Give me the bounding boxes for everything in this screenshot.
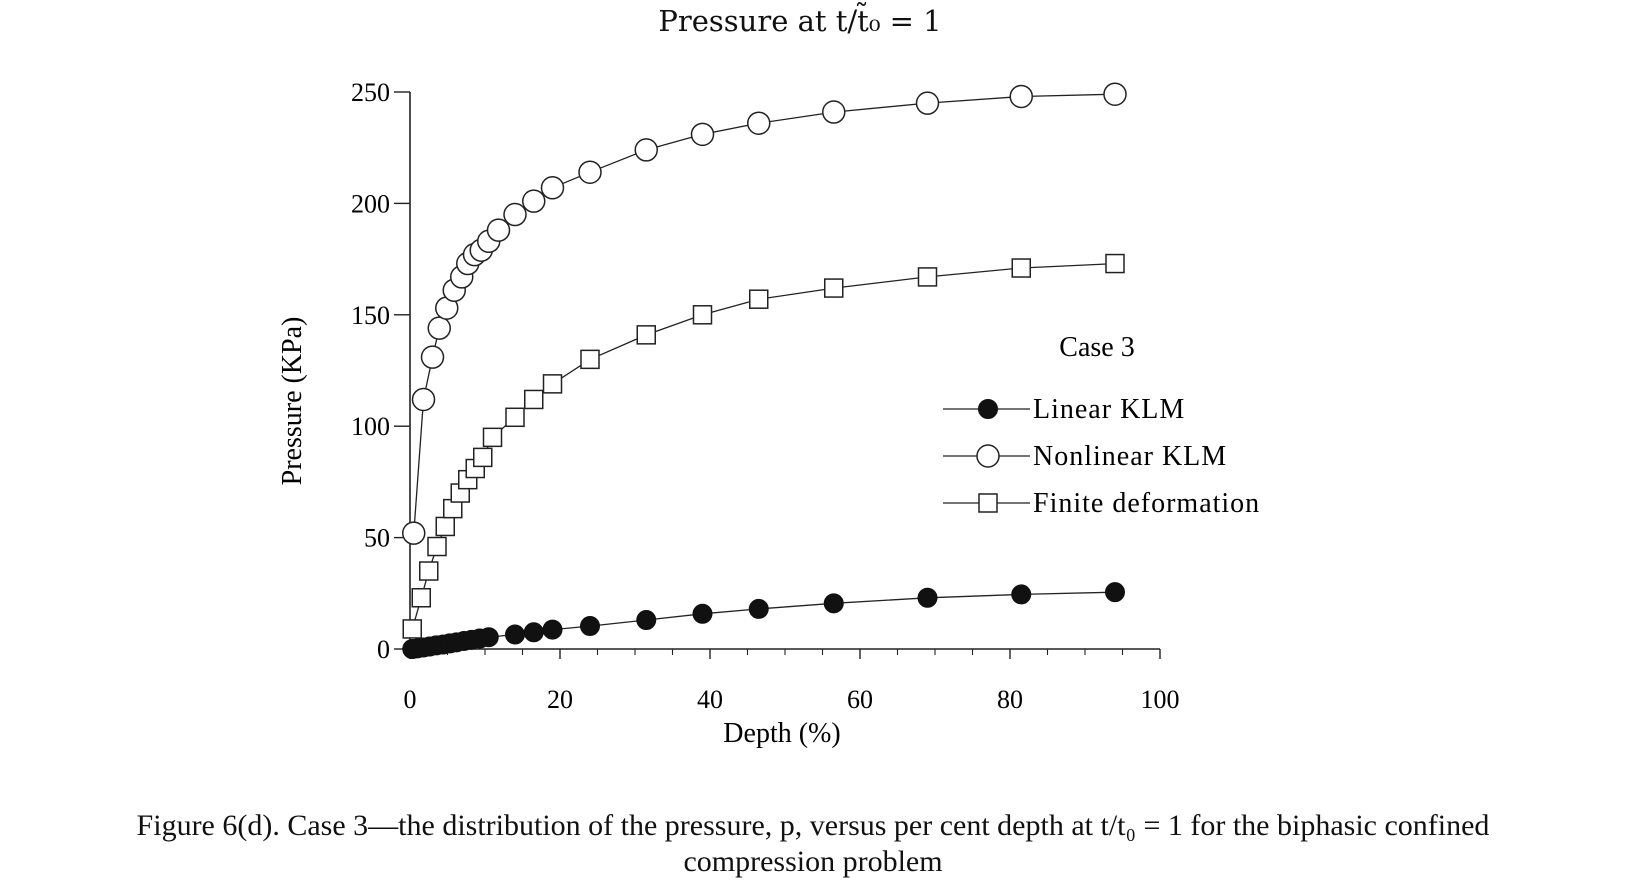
series-linear-klm — [402, 582, 1125, 659]
data-point — [917, 267, 938, 287]
y-axis-label: Pressure (KPa) — [277, 317, 308, 486]
y-tick-label: 200 — [351, 189, 390, 218]
x-axis-label: Depth (%) — [723, 718, 840, 749]
data-point — [522, 189, 546, 213]
x-tick-label: 60 — [847, 685, 873, 714]
data-point — [1105, 253, 1125, 274]
x-tick-label: 20 — [547, 685, 573, 714]
series-line — [413, 93, 1116, 534]
legend-label: Finite deformation — [1033, 488, 1260, 519]
data-point — [482, 427, 503, 448]
data-point — [636, 325, 656, 345]
data-point — [540, 176, 565, 200]
caption-line-1: Figure 6(d). Case 3—the distribution of … — [136, 809, 1490, 842]
y-tick-label: 0 — [377, 635, 390, 664]
x-tick-label: 40 — [697, 685, 723, 714]
data-point — [523, 622, 544, 643]
axes: 0 20 40 60 80 100 0 50 100 150 200 250 — [351, 78, 1180, 714]
figure-caption: Figure 6(d). Case 3—the distribution of … — [0, 808, 1626, 880]
data-point — [402, 619, 422, 639]
data-point — [1011, 258, 1031, 278]
data-point — [748, 598, 769, 619]
y-tick-label: 50 — [364, 524, 390, 553]
data-point — [580, 349, 600, 370]
x-tick-label: 100 — [1141, 685, 1180, 714]
legend-item: Finite deformation — [943, 488, 1260, 519]
data-point — [578, 160, 602, 184]
data-point — [473, 447, 493, 468]
chart-title: Pressure at t/t̃₀ = 1 — [658, 4, 942, 38]
data-point — [690, 122, 715, 147]
y-tick-label: 150 — [351, 301, 390, 330]
data-point — [411, 588, 431, 608]
chart-marks — [402, 82, 1127, 659]
data-point — [1009, 84, 1033, 109]
data-point — [1105, 582, 1125, 603]
data-point — [505, 624, 525, 645]
data-point — [505, 407, 525, 428]
data-point — [580, 616, 600, 637]
y-tick-label: 250 — [351, 78, 390, 107]
legend-marker — [978, 493, 998, 513]
legend-marker — [976, 444, 1000, 468]
series-finite-deformation — [402, 253, 1125, 639]
data-point — [1103, 82, 1127, 106]
legend-item: Linear KLM — [943, 394, 1185, 425]
data-point — [420, 345, 445, 369]
chart: 0 20 40 60 80 100 0 50 100 150 200 250 Case 3 Linear… — [277, 78, 1260, 749]
data-point — [636, 610, 657, 631]
x-tick-label: 0 — [404, 685, 417, 714]
data-point — [692, 603, 713, 624]
legend-marker — [978, 399, 998, 419]
data-point — [486, 218, 511, 242]
legend-label: Linear KLM — [1033, 394, 1185, 425]
legend-title: Case 3 — [1059, 332, 1134, 363]
data-point — [634, 138, 658, 162]
data-point — [823, 593, 844, 614]
data-point — [749, 289, 769, 309]
x-tick-label: 80 — [997, 685, 1023, 714]
data-point — [427, 316, 451, 340]
data-point — [435, 516, 455, 537]
legend-label: Nonlinear KLM — [1033, 441, 1227, 472]
data-point — [542, 374, 563, 394]
y-tick-label: 100 — [351, 412, 390, 441]
data-point — [915, 91, 940, 115]
data-point — [427, 536, 447, 557]
series-nonlinear-klm — [402, 82, 1127, 545]
caption-line-2: compression problem — [683, 845, 943, 878]
data-point — [747, 111, 771, 135]
data-point — [917, 587, 938, 608]
data-point — [503, 202, 527, 227]
data-point — [419, 561, 439, 581]
data-point — [824, 278, 844, 298]
data-point — [1011, 584, 1032, 605]
data-point — [822, 100, 846, 124]
data-point — [542, 619, 563, 640]
legend-item: Nonlinear KLM — [943, 441, 1227, 472]
data-point — [524, 389, 544, 410]
data-point — [478, 627, 499, 648]
data-point — [402, 521, 426, 545]
data-point — [411, 387, 436, 412]
data-point — [692, 305, 713, 325]
series-line — [411, 262, 1116, 630]
legend: Case 3 Linear KLM Nonlinear KLM Finite defo… — [943, 332, 1260, 519]
